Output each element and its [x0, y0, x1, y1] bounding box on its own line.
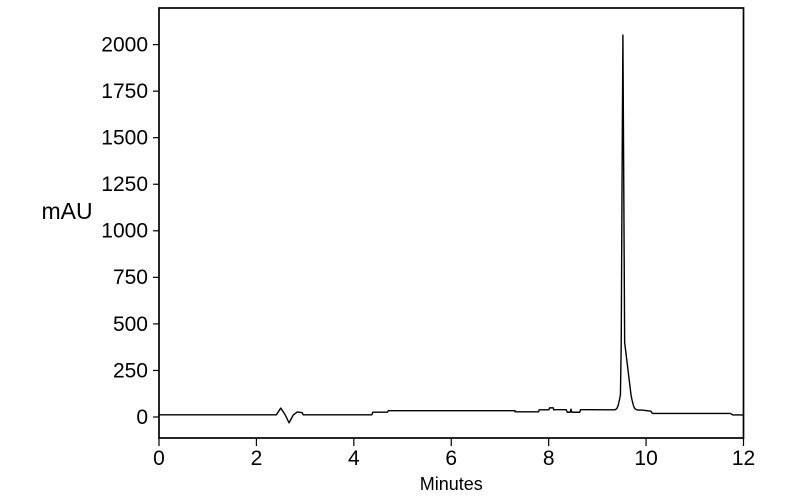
- svg-text:1750: 1750: [101, 80, 148, 103]
- svg-text:mAU: mAU: [41, 198, 92, 224]
- svg-text:0: 0: [153, 447, 165, 470]
- svg-text:6: 6: [445, 447, 457, 470]
- svg-text:Minutes: Minutes: [420, 474, 483, 494]
- svg-text:8: 8: [543, 447, 555, 470]
- svg-text:0: 0: [136, 406, 148, 429]
- svg-text:1000: 1000: [101, 220, 148, 243]
- svg-text:500: 500: [113, 313, 148, 336]
- svg-text:2000: 2000: [101, 34, 148, 57]
- svg-text:12: 12: [732, 447, 755, 470]
- svg-text:1250: 1250: [101, 173, 148, 196]
- svg-text:750: 750: [113, 266, 148, 289]
- svg-text:4: 4: [348, 447, 360, 470]
- svg-text:2: 2: [251, 447, 263, 470]
- svg-text:10: 10: [634, 447, 657, 470]
- svg-text:1500: 1500: [101, 127, 148, 150]
- svg-text:250: 250: [113, 359, 148, 382]
